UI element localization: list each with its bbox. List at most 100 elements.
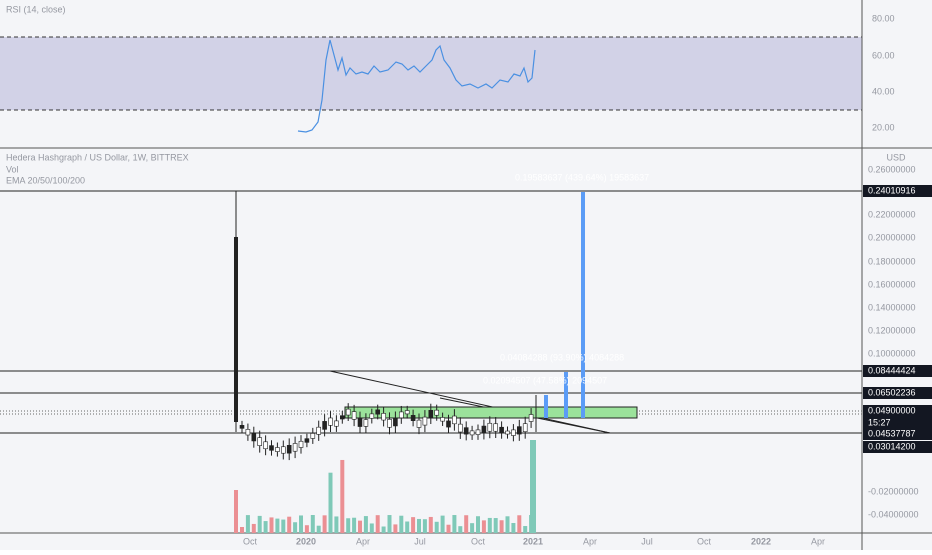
volume-bar	[523, 526, 528, 533]
price-axis-label: 0.12000000	[868, 325, 916, 335]
candle	[381, 413, 386, 421]
volume-bar	[310, 515, 315, 533]
candle	[298, 440, 304, 448]
zone	[344, 406, 638, 419]
volume-bar	[281, 519, 286, 533]
volume-bar	[358, 520, 362, 533]
candle	[245, 429, 251, 436]
measure-label: 0.19583637 (439.64%) 19583637	[515, 172, 649, 182]
candle	[322, 421, 327, 430]
volume-bar	[387, 515, 392, 533]
price-box-label: 0.04537787	[868, 428, 916, 438]
candle	[310, 433, 316, 439]
price-axis-label: 0.20000000	[868, 232, 916, 242]
countdown-box	[863, 417, 932, 428]
volume-bar	[322, 515, 327, 533]
price-axis-label: 0.18000000	[868, 256, 916, 266]
volume-bar	[299, 515, 303, 533]
candle	[469, 430, 475, 436]
time-label: 2021	[523, 536, 543, 546]
time-label: Apr	[583, 536, 597, 546]
candle	[316, 426, 322, 435]
volume-bar	[375, 515, 380, 533]
volume-bar	[481, 520, 486, 533]
candle	[234, 237, 238, 422]
candle	[286, 445, 292, 454]
price-box	[863, 428, 932, 440]
volume-bar	[352, 517, 357, 533]
candle	[416, 419, 422, 428]
candle	[422, 416, 428, 426]
candle	[269, 445, 274, 451]
candles	[234, 191, 537, 533]
price-axis-label: 0.14000000	[868, 302, 916, 312]
countdown: 15:27	[868, 417, 891, 427]
price-box-label: 0.03014200	[868, 441, 916, 451]
price-axis-label: 0.22000000	[868, 209, 916, 219]
candle	[410, 415, 416, 421]
volume-bar	[493, 518, 498, 533]
price-box	[863, 387, 932, 399]
candle	[263, 441, 268, 450]
volume-bar	[446, 524, 451, 533]
volume-bar	[369, 523, 374, 533]
time-label: Oct	[471, 536, 486, 546]
time-label: Apr	[811, 536, 825, 546]
candle	[428, 409, 434, 418]
volume-bar	[530, 440, 536, 533]
volume-bar	[464, 515, 469, 533]
volume-bar	[470, 523, 475, 533]
volume-bar	[257, 515, 262, 533]
time-label: 2020	[296, 536, 316, 546]
volume-bar	[287, 516, 292, 533]
volume-bar	[511, 523, 516, 533]
volume-bar	[499, 520, 504, 533]
rsi-axis-label: 80.00	[872, 13, 895, 23]
time-label: 2022	[751, 536, 771, 546]
volume-bar	[293, 522, 298, 533]
volume-bar	[334, 516, 339, 533]
time-label: Apr	[356, 536, 370, 546]
candle	[387, 419, 392, 428]
candle	[528, 414, 534, 422]
candle	[434, 409, 440, 416]
price-box	[863, 185, 932, 197]
price-box-label: 0.04900000	[868, 405, 916, 415]
candle	[481, 425, 487, 434]
candle	[463, 427, 469, 435]
volume-bar	[417, 518, 421, 533]
price-axis-label: -0.02000000	[868, 486, 919, 496]
volume-bar	[269, 517, 274, 533]
time-label: Jul	[641, 536, 653, 546]
price-axis-label: 0.16000000	[868, 279, 916, 289]
price-box-label: 0.06502236	[868, 387, 916, 397]
candle	[499, 426, 504, 434]
price-box	[863, 365, 932, 377]
volume-bar	[452, 515, 457, 533]
symbol: Hedera Hashgraph / US Dollar, 1W, BITTRE…	[6, 152, 189, 162]
candle	[457, 423, 463, 433]
volume-bar	[487, 517, 492, 533]
candle	[339, 415, 345, 420]
candle	[328, 417, 333, 426]
candle	[334, 420, 339, 427]
candle	[257, 437, 263, 446]
candle	[375, 409, 381, 415]
candle	[304, 438, 310, 443]
candle	[516, 426, 522, 435]
rsi-line	[297, 39, 536, 133]
volume-bar	[505, 516, 510, 533]
volume-bar	[275, 518, 280, 533]
candle	[357, 418, 363, 427]
volume-bar	[245, 515, 250, 533]
volume-bar	[340, 459, 345, 533]
volume-bar	[381, 526, 386, 533]
candle	[493, 423, 499, 432]
candle	[239, 425, 245, 429]
volume-bar	[328, 472, 333, 533]
candle	[275, 447, 280, 452]
candle	[351, 411, 357, 420]
candle	[452, 415, 457, 425]
candle	[404, 410, 410, 415]
